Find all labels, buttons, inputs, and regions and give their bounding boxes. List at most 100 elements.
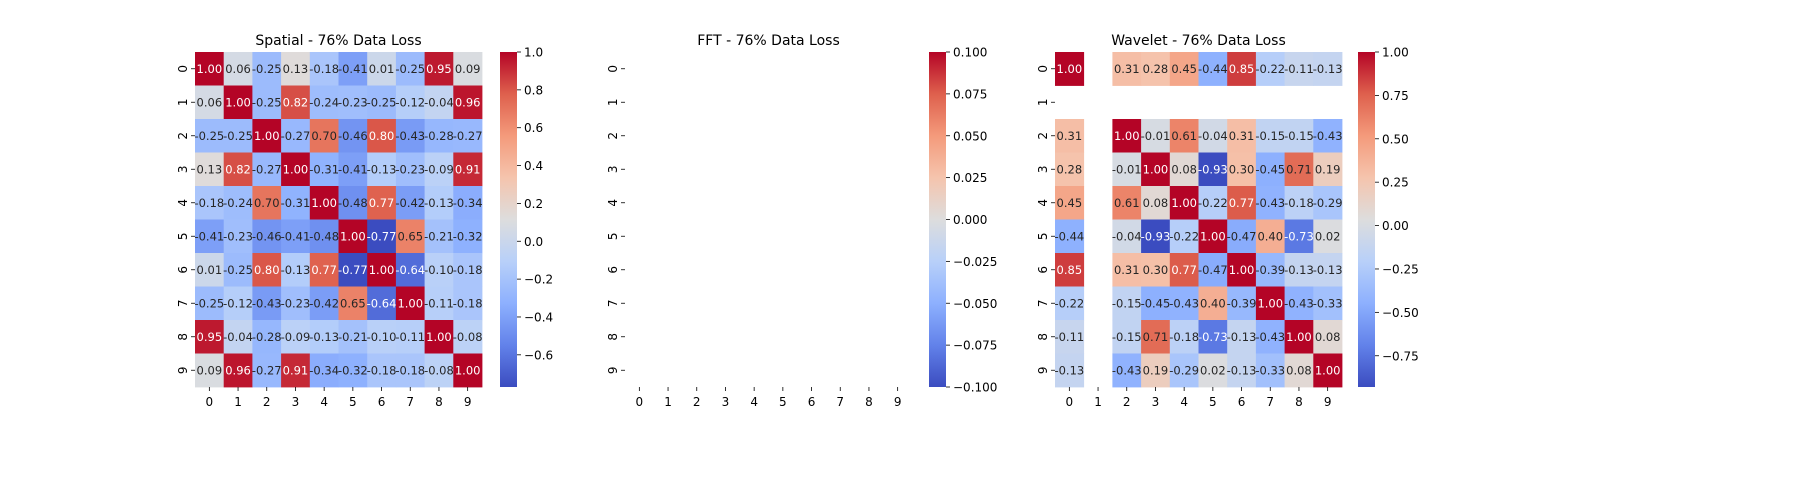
cell-value-label: 0.30: [1229, 162, 1255, 176]
cell-value-label: -0.28: [252, 330, 282, 344]
cell-value-label: -0.33: [1313, 296, 1343, 310]
heatmap-cell: [395, 52, 425, 86]
cell-value-label: 0.31: [1057, 129, 1083, 143]
cell-value-label: -0.22: [1054, 296, 1084, 310]
cell-value-label: 0.82: [283, 95, 309, 109]
cell-value-label: 1.00: [1057, 62, 1083, 76]
heatmap-cell: [1055, 52, 1085, 86]
heatmap-cell: [1313, 119, 1343, 153]
x-tick-label: 2: [1123, 395, 1131, 409]
cell-value-label: -0.23: [223, 229, 253, 243]
cell-value-label: -0.64: [395, 263, 425, 277]
heatmap-cell: [1255, 219, 1285, 254]
cell-value-label: -0.01: [1112, 162, 1142, 176]
cell-value-label: -0.27: [252, 162, 282, 176]
heatmap-cell: [1313, 353, 1343, 388]
heatmap-cell: [223, 152, 253, 187]
cell-value-label: 1.00: [397, 296, 423, 310]
heatmap-cell: [338, 186, 368, 220]
heatmap-cell: [223, 353, 253, 388]
heatmap-cell: [1112, 119, 1142, 153]
cell-value-label: 1.00: [1114, 129, 1140, 143]
heatmap-cell: [1055, 152, 1085, 187]
cell-value-label: -0.43: [1284, 296, 1314, 310]
cell-value-label: -0.18: [453, 263, 483, 277]
heatmap-cell: [309, 152, 339, 187]
heatmap-cell: [223, 253, 253, 287]
x-tick-label: 9: [464, 395, 472, 409]
heatmap-cell: [252, 320, 282, 354]
x-tick-label: 2: [263, 395, 271, 409]
cell-value-label: -0.09: [281, 330, 311, 344]
cell-value-label: -0.41: [338, 62, 368, 76]
cell-value-label: -0.45: [1141, 296, 1171, 310]
y-tick-label: 4: [176, 199, 190, 207]
heatmap-cell: [424, 353, 454, 388]
x-tick-label: 1: [1094, 395, 1102, 409]
heatmap-cell: [195, 119, 225, 153]
cell-value-label: -0.47: [1227, 229, 1257, 243]
cell-value-label: -0.13: [1054, 363, 1084, 377]
heatmap-cell: [1198, 286, 1228, 321]
heatmap-cell: [309, 119, 339, 153]
cell-value-label: 0.09: [455, 62, 481, 76]
heatmap-cell: [1313, 286, 1343, 321]
heatmap-cell: [223, 219, 253, 254]
heatmap-cell: [453, 320, 483, 354]
cell-value-label: 0.71: [1143, 330, 1169, 344]
heatmap-cell: [1112, 186, 1142, 220]
cell-value-label: -0.34: [309, 363, 339, 377]
cell-value-label: -0.08: [424, 363, 454, 377]
cell-value-label: 0.77: [1171, 263, 1197, 277]
cell-value-label: 0.96: [225, 363, 251, 377]
heatmap-cell: [453, 253, 483, 287]
cell-value-label: -0.44: [1198, 62, 1228, 76]
heatmap-cell: [309, 320, 339, 354]
heatmap-cell: [1055, 186, 1085, 220]
y-tick-label: 1: [1036, 98, 1050, 106]
cell-value-label: 0.77: [311, 263, 337, 277]
cell-value-label: 0.65: [340, 296, 366, 310]
heatmap-cell: [1227, 253, 1257, 287]
cell-value-label: -0.41: [338, 162, 368, 176]
heatmap-cell: [1198, 186, 1228, 220]
cell-value-label: -0.43: [252, 296, 282, 310]
cell-value-label: -0.33: [1255, 363, 1285, 377]
cell-value-label: -0.41: [281, 229, 311, 243]
heatmap-cell: [1255, 152, 1285, 187]
cell-value-label: -0.11: [395, 330, 425, 344]
heatmap-cell: [309, 52, 339, 86]
x-tick-label: 3: [1152, 395, 1160, 409]
cell-value-label: -0.11: [1054, 330, 1084, 344]
heatmap-cell: [195, 286, 225, 321]
heatmap-cell: [1284, 353, 1314, 388]
heatmap-cell: [1169, 219, 1199, 254]
colorbar-tick-label: −0.075: [953, 339, 997, 353]
cell-value-label: -0.18: [367, 363, 397, 377]
heatmap-cell: [1169, 353, 1199, 388]
heatmap-cell: [1141, 119, 1171, 153]
heatmap-cell: [223, 85, 253, 120]
heatmap-cell: [367, 85, 397, 120]
cell-value-label: -0.04: [223, 330, 253, 344]
colorbar-tick-label: 0.000: [953, 213, 987, 227]
cell-value-label: -0.18: [194, 196, 224, 210]
heatmap-cell: [424, 119, 454, 153]
heatmap-cell: [1255, 286, 1285, 321]
heatmap-cell: [1284, 152, 1314, 187]
heatmap-cell: [338, 52, 368, 86]
heatmap-cell: [1284, 253, 1314, 287]
cell-value-label: 0.91: [455, 162, 481, 176]
cell-value-label: -0.25: [367, 95, 397, 109]
chart-title: Spatial - 76% Data Loss: [255, 33, 421, 49]
x-tick-label: 6: [1238, 395, 1246, 409]
cell-value-label: -0.25: [194, 129, 224, 143]
cell-value-label: -0.09: [424, 162, 454, 176]
heatmap-cell: [281, 152, 311, 187]
heatmap-cell: [453, 353, 483, 388]
cell-value-label: -0.21: [338, 330, 368, 344]
cell-value-label: -0.04: [424, 95, 454, 109]
cell-value-label: -0.43: [395, 129, 425, 143]
cell-value-label: -0.18: [1169, 330, 1199, 344]
heatmap-cell: [395, 320, 425, 354]
